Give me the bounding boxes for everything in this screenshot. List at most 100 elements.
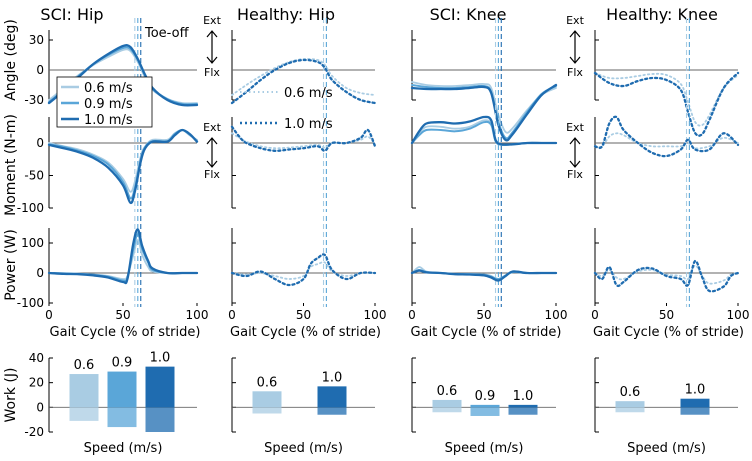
bar-negative (680, 407, 710, 415)
series-line (231, 261, 376, 280)
bar-negative (145, 407, 175, 432)
series-line (594, 264, 739, 285)
series-line (593, 71, 740, 137)
ylabel-angle: Angle (deg) (3, 19, 19, 101)
x-axis-label: Gait Cycle (% of stride) (593, 325, 744, 340)
bar-positive (470, 404, 500, 408)
series-line (230, 253, 377, 287)
toe-off-annotation: Toe-off (144, 26, 190, 41)
bar-negative (69, 407, 99, 421)
ext-label: Ext (203, 121, 221, 134)
bar-positive (69, 374, 99, 408)
bar-value-label: 0.9 (112, 356, 133, 371)
legend-label: 0.6 m/s (284, 86, 333, 101)
x-tick-label: 50 (296, 308, 311, 322)
bar-negative (470, 407, 500, 416)
work-panel-3: 0.6 1.0 Speed (m/s) (594, 357, 738, 456)
panel-power-1: 0 50 100 Gait Cycle (% of stride) (228, 216, 386, 340)
ext-label: Ext (566, 121, 584, 134)
y-tick-label: 30 (29, 33, 44, 47)
work-panel-0: -20 0 20 40 0.6 0.9 1.0 Speed (m/s) (24, 351, 197, 456)
bar-negative (508, 407, 538, 415)
x-axis-label: Speed (m/s) (264, 441, 343, 456)
y-tick-label: 20 (29, 376, 44, 390)
x-tick-label: 100 (545, 308, 568, 322)
flx-label: Flx (204, 66, 220, 79)
x-axis-label: Gait Cycle (% of stride) (50, 325, 201, 340)
series-line (593, 115, 740, 158)
series-line (47, 228, 199, 285)
legend-healthy: 0.6 m/s 1.0 m/s (240, 86, 333, 132)
bar-negative (107, 407, 137, 428)
bar-value-label: 1.0 (150, 351, 171, 366)
panel-angle-2 (410, 18, 558, 142)
work-panel-1: 0.6 1.0 Speed (m/s) (231, 357, 375, 456)
bar-positive (615, 401, 645, 408)
series-line (594, 72, 739, 127)
series-line (411, 119, 557, 147)
x-axis-label: Speed (m/s) (84, 441, 163, 456)
flx-label: Flx (567, 168, 583, 181)
panel-moment-2 (410, 105, 558, 212)
ext-label: Ext (203, 14, 221, 27)
ylabel-moment: Moment (N-m) (3, 114, 19, 216)
flx-label: Flx (204, 168, 220, 181)
x-axis-label: Gait Cycle (% of stride) (411, 325, 562, 340)
work-panel-2: 0.6 0.9 1.0 Speed (m/s) (411, 357, 556, 456)
series-line (410, 83, 558, 142)
x-tick-label: 0 (408, 308, 416, 322)
panel-angle-3 (593, 18, 740, 137)
x-tick-label: 0 (591, 308, 599, 322)
bar-positive (432, 399, 462, 408)
panel-moment-1 (230, 105, 377, 212)
y-tick-label: 40 (29, 351, 44, 365)
x-axis-label: Speed (m/s) (627, 441, 706, 456)
bar-value-label: 1.0 (513, 389, 534, 404)
y-tick-label: 0 (36, 400, 44, 414)
panel-power-2: 0 50 100 Gait Cycle (% of stride) (408, 216, 567, 340)
legend-label: 1.0 m/s (284, 117, 333, 132)
series-line (593, 259, 740, 293)
ylabel-work: Work (J) (3, 368, 19, 423)
panel-angle-1 (230, 18, 377, 105)
bar-value-label: 0.6 (74, 358, 95, 373)
ylabel-power: Power (W) (3, 229, 19, 301)
legend-label: 1.0 m/s (84, 113, 133, 128)
title-healthy-knee: Healthy: Knee (606, 5, 718, 24)
y-tick-label: -100 (17, 296, 44, 310)
series-line (47, 128, 199, 205)
panel-moment-3 (593, 105, 740, 212)
y-tick-label: -30 (24, 93, 44, 107)
x-tick-label: 50 (476, 308, 491, 322)
bar-positive (680, 398, 710, 408)
series-line (230, 125, 377, 152)
bar-positive (145, 366, 175, 408)
x-tick-label: 100 (364, 308, 387, 322)
x-axis-label: Gait Cycle (% of stride) (230, 325, 381, 340)
series-line (48, 129, 198, 200)
bar-negative (432, 407, 462, 413)
series-line (410, 115, 558, 146)
legend-label: 0.6 m/s (84, 81, 133, 96)
bar-value-label: 1.0 (322, 370, 343, 385)
x-axis-label: Speed (m/s) (445, 441, 524, 456)
x-tick-label: 0 (228, 308, 236, 322)
direction-indicator: Ext Flx Ext Flx Ext Flx Ext Flx (203, 14, 584, 181)
double-arrow-icon (206, 30, 581, 168)
x-tick-label: 100 (186, 308, 209, 322)
bar-positive (508, 404, 538, 408)
y-tick-label: 0 (36, 136, 44, 150)
bar-value-label: 0.6 (257, 375, 278, 390)
title-sci-hip: SCI: Hip (40, 5, 103, 24)
bar-negative (615, 407, 645, 413)
y-tick-label: -100 (17, 201, 44, 215)
y-tick-label: 0 (36, 63, 44, 77)
y-tick-label: 0 (36, 266, 44, 280)
x-tick-label: 100 (727, 308, 750, 322)
series-line (411, 120, 557, 147)
panel-power-3: 0 50 100 Gait Cycle (% of stride) (591, 216, 749, 340)
series-line (410, 269, 558, 282)
y-tick-label: -50 (24, 169, 44, 183)
series-line (594, 132, 739, 150)
